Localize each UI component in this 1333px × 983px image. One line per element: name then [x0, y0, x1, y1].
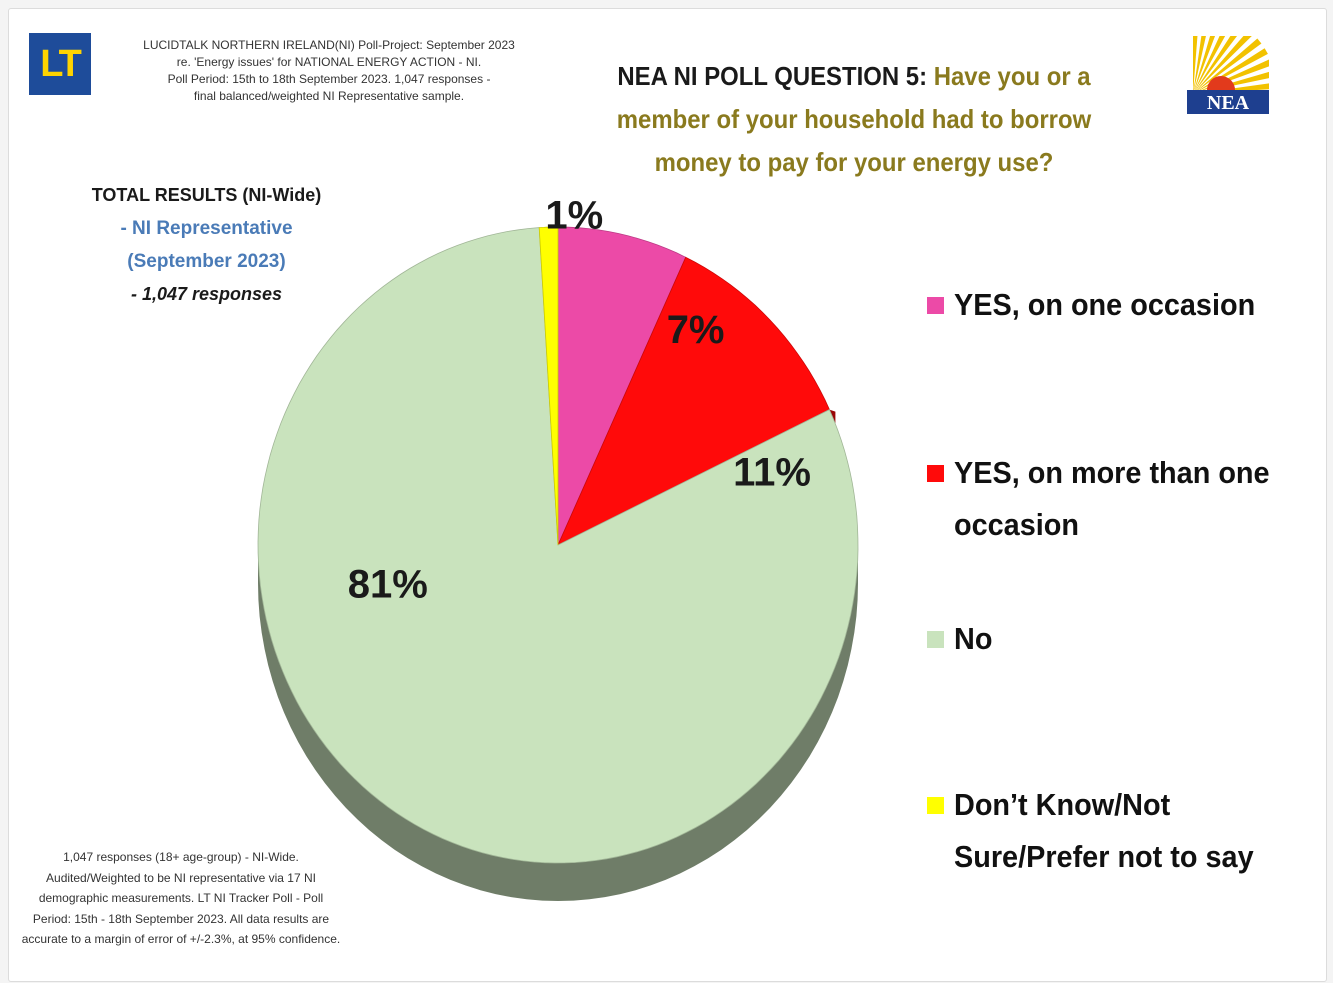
legend-label: No: [954, 621, 993, 656]
pie-slice: [538, 226, 559, 546]
legend-label: Don’t Know/Not: [954, 787, 1171, 822]
nea-sun-ray: [1193, 36, 1206, 92]
nea-sun-ray: [1194, 36, 1238, 92]
poll-info-line: re. 'Energy issues' for NATIONAL ENERGY …: [176, 55, 482, 69]
pie-slice: [257, 227, 859, 864]
poll-question: NEA NI POLL QUESTION 5: Have you or a me…: [596, 55, 1111, 184]
poll-info-line: LUCIDTALK NORTHERN IRELAND(NI) Poll-Proj…: [143, 38, 515, 52]
methodology-footnote: 1,047 responses (18+ age-group) - NI-Wid…: [21, 850, 341, 946]
pie-data-label: 81%: [348, 562, 428, 606]
legend-swatch: [927, 631, 944, 648]
legend-label-line2: occasion: [954, 507, 1079, 542]
pie-slice: [557, 256, 830, 546]
nea-logo-text: NEA: [1207, 92, 1250, 114]
nea-sun-ray: [1193, 36, 1226, 92]
lucidtalk-logo: LT: [29, 33, 91, 95]
poll-info-line: Poll Period: 15th to 18th September 2023…: [167, 72, 491, 86]
legend-swatch: [927, 797, 944, 814]
nea-sun-ray: [1194, 36, 1252, 92]
total-results-subtitle: - NI Representative: [120, 218, 293, 239]
total-results-responses: - 1,047 responses: [130, 284, 283, 304]
legend-label: YES, on more than one: [954, 455, 1270, 490]
nea-sun-ray: [1193, 36, 1216, 92]
pie-data-label: 11%: [733, 450, 811, 494]
poll-info: LUCIDTALK NORTHERN IRELAND(NI) Poll-Proj…: [109, 37, 549, 105]
nea-sun-ray: [1193, 36, 1198, 92]
pie-data-label: 1%: [545, 194, 603, 238]
pie-slice: [557, 226, 687, 546]
total-results-block: TOTAL RESULTS (NI-Wide) - NI Representat…: [54, 179, 359, 311]
total-results-title: TOTAL RESULTS (NI-Wide): [91, 185, 322, 205]
pie-data-label: 7%: [667, 308, 725, 352]
nea-sun-ray: [1195, 38, 1262, 92]
question-text: Have you or a member of your household h…: [616, 61, 1092, 177]
question-number: NEA NI POLL QUESTION 5:: [617, 61, 928, 91]
total-results-date: (September 2023): [127, 251, 286, 272]
legend-label: YES, on one occasion: [954, 287, 1256, 322]
legend-swatch: [927, 297, 944, 314]
nea-logo: NEA: [1185, 34, 1271, 116]
legend-label-line2: Sure/Prefer not to say: [954, 839, 1254, 874]
legend-swatch: [927, 465, 944, 482]
poll-info-line: final balanced/weighted NI Representativ…: [193, 89, 465, 103]
nea-sun: [1207, 76, 1235, 90]
